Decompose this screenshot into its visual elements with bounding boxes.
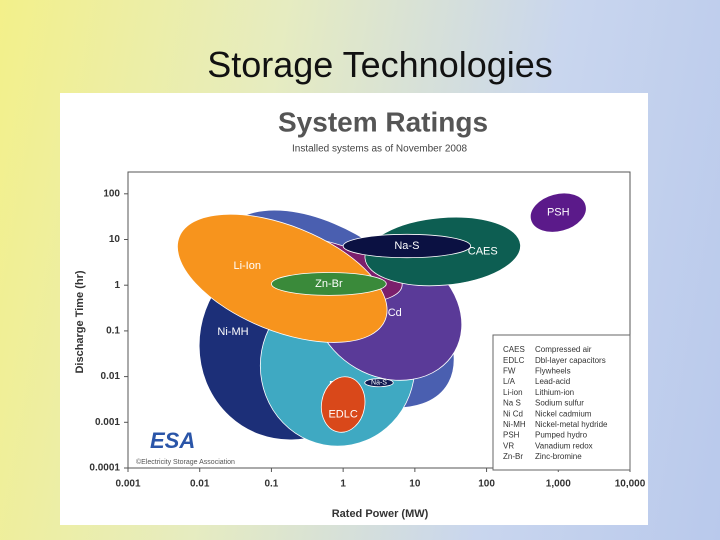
- y-axis-label: Discharge Time (hr): [74, 270, 86, 373]
- chart-subtitle: Installed systems as of November 2008: [292, 144, 468, 155]
- legend-abbr: FW: [503, 367, 516, 376]
- region-label: Zn-Br: [315, 278, 343, 290]
- region-label: CAES: [468, 245, 498, 257]
- legend-box: [492, 334, 631, 471]
- x-tick-label: 0.01: [190, 479, 210, 490]
- legend-desc: Zinc-bromine: [535, 452, 582, 461]
- legend-abbr: Li-ion: [503, 388, 523, 397]
- region-label: Li-Ion: [233, 260, 261, 272]
- y-tick-label: 100: [103, 188, 120, 199]
- legend-abbr: Ni-MH: [503, 420, 526, 429]
- x-tick-label: 1,000: [546, 479, 571, 490]
- x-tick-label: 0.001: [115, 479, 140, 490]
- region: [364, 378, 394, 388]
- x-tick-label: 10: [409, 479, 421, 490]
- legend-desc: Vanadium redox: [535, 441, 593, 450]
- legend-abbr: Zn-Br: [503, 452, 523, 461]
- legend-abbr: L/A: [503, 377, 516, 386]
- legend-desc: Nickel-metal hydride: [535, 420, 608, 429]
- slide-title: Storage Technologies: [207, 44, 553, 85]
- legend-desc: Lithium-ion: [535, 388, 574, 397]
- legend-desc: Lead-acid: [535, 377, 570, 386]
- legend-desc: Compressed air: [535, 345, 592, 354]
- y-tick-label: 0.0001: [89, 463, 120, 474]
- region: [529, 192, 587, 233]
- region: [320, 376, 366, 433]
- y-tick-label: 0.001: [95, 417, 120, 428]
- legend-desc: Nickel cadmium: [535, 409, 592, 418]
- legend-desc: Pumped hydro: [535, 431, 588, 440]
- logo: ESA: [150, 428, 195, 453]
- region-label: Na-S: [371, 380, 387, 387]
- y-tick-label: 1: [114, 280, 120, 291]
- region-label: EDLC: [328, 408, 357, 420]
- y-tick-label: 0.1: [106, 326, 120, 337]
- region: [271, 272, 387, 296]
- region: [342, 233, 472, 259]
- y-tick-label: 0.01: [101, 371, 121, 382]
- region-label: PSH: [547, 207, 570, 219]
- legend-abbr: EDLC: [503, 356, 525, 365]
- legend-abbr: Na S: [503, 399, 521, 408]
- x-tick-label: 1: [340, 479, 346, 490]
- x-tick-label: 0.1: [264, 479, 278, 490]
- legend-abbr: CAES: [503, 345, 525, 354]
- legend-abbr: VR: [503, 441, 514, 450]
- region-label: Ni-MH: [217, 326, 248, 338]
- legend-abbr: Ni Cd: [503, 409, 523, 418]
- chart-title: System Ratings: [278, 106, 488, 137]
- x-axis-label: Rated Power (MW): [332, 508, 429, 520]
- legend-abbr: PSH: [503, 431, 520, 440]
- y-tick-label: 10: [109, 234, 121, 245]
- legend-desc: Sodium sulfur: [535, 399, 584, 408]
- x-tick-label: 100: [478, 479, 495, 490]
- credit: ©Electricity Storage Association: [136, 458, 235, 466]
- region-label: Na-S: [394, 240, 419, 252]
- legend-desc: Flywheels: [535, 367, 571, 376]
- plot-frame: [127, 171, 631, 469]
- legend-desc: Dbl-layer capacitors: [535, 356, 606, 365]
- x-tick-label: 10,000: [615, 479, 646, 490]
